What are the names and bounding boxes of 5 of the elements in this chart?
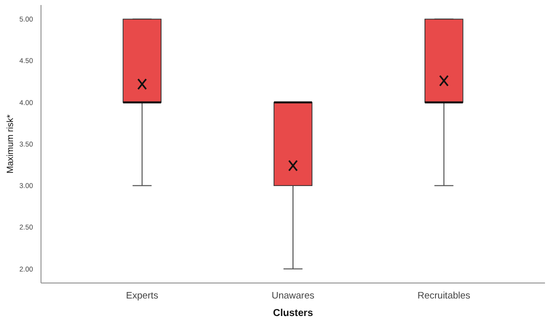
y-axis-title: Maximum risk* xyxy=(5,114,15,174)
x-tick-label: Unawares xyxy=(272,290,315,302)
x-tick-label: Recruitables xyxy=(417,290,471,302)
x-axis-title: Clusters xyxy=(272,308,314,319)
x-tick-label: Experts xyxy=(126,290,158,302)
